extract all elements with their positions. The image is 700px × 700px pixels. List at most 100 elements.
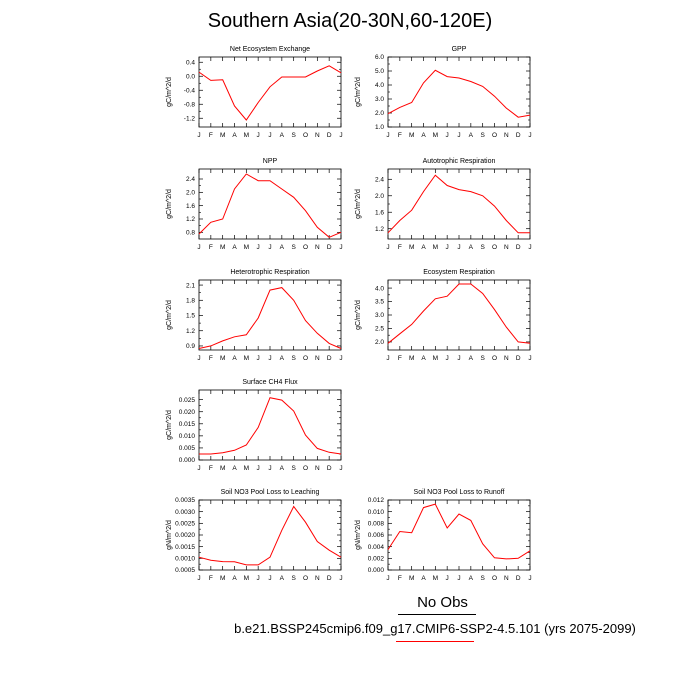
y-tick-label: 0.000	[368, 567, 385, 574]
x-tick-label: J	[457, 355, 460, 362]
x-tick-label: J	[457, 132, 460, 139]
x-tick-label: N	[315, 355, 320, 362]
y-axis-label: gN/m^2/d	[355, 520, 362, 550]
chart-panel-9: Soil NO3 Pool Loss to Runoff gN/m^2/d 0.01…	[355, 489, 532, 582]
y-tick-label: 3.5	[375, 299, 384, 306]
chart-panel-1: Net Ecosystem Exchange gC/m^2/d 0.4 0.0 -0.4…	[166, 46, 343, 139]
x-tick-label: J	[268, 465, 271, 472]
x-tick-label: J	[528, 575, 531, 582]
y-axis-label: gC/m^2/d	[166, 77, 173, 107]
y-tick-label: 0.0	[186, 73, 195, 80]
x-tick-label: O	[303, 244, 308, 251]
y-tick-label: 0.012	[368, 497, 385, 504]
x-tick-label: F	[209, 244, 213, 251]
x-tick-label: A	[280, 132, 285, 139]
x-tick-label: M	[433, 244, 438, 251]
x-tick-label: J	[339, 465, 342, 472]
panel-title: Ecosystem Respiration	[423, 269, 495, 276]
series-line	[387, 283, 531, 344]
panel-title: Surface CH4 Flux	[242, 379, 298, 386]
x-tick-label: J	[257, 355, 260, 362]
x-tick-label: J	[457, 575, 460, 582]
y-axis-label: gC/m^2/d	[355, 77, 362, 107]
x-tick-label: A	[469, 132, 474, 139]
y-tick-label: 0.0010	[175, 556, 195, 563]
x-tick-label: M	[220, 244, 225, 251]
y-tick-label: 1.2	[186, 328, 195, 335]
plot-frame	[387, 56, 531, 128]
chart-panel-7: Surface CH4 Flux gC/m^2/d 0.025 0.020 0.015 0…	[166, 379, 343, 472]
x-tick-label: J	[257, 132, 260, 139]
x-tick-label: D	[516, 132, 521, 139]
x-tick-label: M	[244, 465, 249, 472]
y-tick-label: 5.0	[375, 68, 384, 75]
x-tick-label: J	[339, 355, 342, 362]
x-tick-label: A	[469, 244, 474, 251]
x-tick-label: J	[386, 244, 389, 251]
x-tick-label: O	[303, 355, 308, 362]
x-tick-label: M	[433, 355, 438, 362]
y-tick-label: 0.010	[368, 509, 385, 516]
x-tick-label: A	[469, 355, 474, 362]
x-tick-label: O	[492, 575, 497, 582]
x-tick-label: M	[244, 355, 249, 362]
y-tick-label: 2.0	[375, 339, 384, 346]
y-tick-label: 2.0	[375, 193, 384, 200]
x-tick-label: S	[291, 355, 296, 362]
series-line	[387, 69, 531, 118]
y-tick-label: -1.2	[184, 115, 196, 122]
plot-frame	[198, 56, 342, 128]
x-tick-label: J	[257, 465, 260, 472]
x-tick-label: F	[398, 575, 402, 582]
y-tick-label: 1.0	[375, 124, 384, 131]
x-tick-label: A	[421, 575, 426, 582]
x-tick-label: D	[516, 575, 521, 582]
x-tick-label: A	[469, 575, 474, 582]
x-tick-label: D	[516, 244, 521, 251]
x-tick-label: N	[504, 132, 509, 139]
chart-panel-5: Heterotrophic Respiration gC/m^2/d 2.1 1.8 1…	[166, 269, 343, 362]
y-tick-label: 0.8	[186, 230, 195, 237]
plot-frame	[387, 499, 531, 571]
y-tick-label: 0.000	[179, 457, 196, 464]
panel-title: Net Ecosystem Exchange	[230, 46, 310, 53]
x-tick-label: M	[244, 244, 249, 251]
y-axis-label: gC/m^2/d	[166, 410, 173, 440]
y-axis-label: gC/m^2/d	[355, 189, 362, 219]
x-tick-label: J	[339, 244, 342, 251]
x-tick-label: N	[504, 355, 509, 362]
x-tick-label: O	[492, 355, 497, 362]
x-tick-label: S	[291, 244, 296, 251]
x-tick-label: D	[327, 244, 332, 251]
x-tick-label: F	[209, 575, 213, 582]
y-axis-label: gC/m^2/d	[355, 300, 362, 330]
x-tick-label: O	[492, 132, 497, 139]
x-tick-label: D	[327, 132, 332, 139]
y-tick-label: -0.8	[184, 101, 196, 108]
panel-title: GPP	[452, 46, 467, 53]
x-tick-label: M	[220, 465, 225, 472]
x-tick-label: A	[421, 132, 426, 139]
x-tick-label: F	[398, 244, 402, 251]
x-tick-label: M	[409, 355, 414, 362]
x-tick-label: F	[398, 355, 402, 362]
x-tick-label: A	[421, 355, 426, 362]
y-tick-label: 0.0025	[175, 521, 195, 528]
y-tick-label: 0.0020	[175, 532, 195, 539]
x-tick-label: N	[315, 465, 320, 472]
x-tick-label: J	[197, 244, 200, 251]
x-tick-label: J	[268, 132, 271, 139]
x-tick-label: F	[209, 132, 213, 139]
x-tick-label: J	[197, 132, 200, 139]
y-tick-label: 0.010	[179, 433, 196, 440]
y-tick-label: 0.006	[368, 532, 385, 539]
y-tick-label: 3.0	[375, 312, 384, 319]
plot-frame	[198, 168, 342, 240]
y-tick-label: 0.008	[368, 521, 385, 528]
x-tick-label: O	[303, 575, 308, 582]
x-tick-label: J	[268, 355, 271, 362]
x-tick-label: J	[197, 575, 200, 582]
legend-obs-label: No Obs	[417, 594, 468, 611]
y-tick-label: 1.6	[375, 209, 384, 216]
